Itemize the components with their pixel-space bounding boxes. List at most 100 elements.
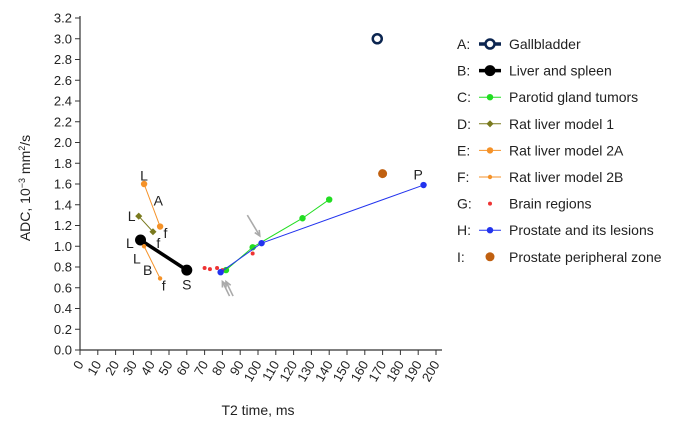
legend-key: C: — [457, 89, 471, 105]
legend: A: Gallbladder B: Liver and spleen C: Parotid… — [457, 36, 662, 265]
data-point — [485, 252, 495, 262]
data-point — [135, 212, 143, 220]
annotation-label: f — [163, 225, 167, 241]
y-tick-label: 0.4 — [54, 301, 72, 316]
data-point — [217, 268, 224, 276]
y-tick-label: 0.0 — [54, 343, 72, 358]
data-point — [149, 228, 157, 236]
y-tick-label: 2.2 — [54, 114, 72, 129]
legend-entry: C: Parotid gland tumors — [457, 89, 638, 105]
legend-entry: F: Rat liver model 2B — [457, 169, 623, 185]
series-rat-liver-model-2b — [141, 244, 163, 281]
y-tick-label: 2.0 — [54, 135, 72, 150]
data-point — [378, 169, 388, 179]
annotation-label: L — [140, 168, 148, 184]
data-point — [156, 223, 164, 230]
data-point — [487, 174, 493, 180]
data-point — [215, 266, 220, 271]
legend-key: G: — [457, 196, 472, 212]
series-rat-liver-model-2a — [140, 180, 164, 230]
y-tick-label: 1.2 — [54, 218, 72, 233]
x-tick-label: 70 — [191, 358, 211, 378]
legend-key: E: — [457, 142, 470, 158]
annotation-label: S — [182, 277, 191, 293]
legend-key: B: — [457, 63, 470, 79]
data-point — [371, 33, 384, 45]
y-label-part: ADC, 10 — [17, 188, 33, 241]
y-tick-label: 2.8 — [54, 52, 72, 67]
data-point — [181, 264, 193, 276]
data-point — [486, 147, 494, 154]
legend-key: H: — [457, 222, 471, 238]
x-tick-label: 200 — [419, 358, 443, 384]
data-point — [141, 244, 147, 249]
legend-label: Parotid gland tumors — [509, 89, 638, 105]
data-point — [488, 201, 492, 206]
data-point — [135, 234, 147, 246]
y-tick-label: 0.6 — [54, 280, 72, 295]
data-point — [486, 227, 494, 234]
annotation-label: f — [162, 278, 166, 294]
axes: 0.0 0.2 0.4 0.6 0.8 1.0 1.2 1.4 1.6 1.8 2.0 2.2 2.4 2… — [54, 11, 443, 385]
legend-key: F: — [457, 169, 469, 185]
y-tick-label: 3.2 — [54, 11, 72, 26]
y-label-part: mm — [17, 151, 33, 178]
legend-entry: A: Gallbladder — [457, 36, 581, 52]
data-point — [326, 196, 333, 203]
series-parotid-gland-tumors — [222, 196, 333, 274]
series-line — [138, 215, 154, 233]
annotation-label: A — [154, 193, 164, 209]
y-tick-label: 0.2 — [54, 322, 72, 337]
arrow — [221, 279, 231, 297]
annotation-label: L — [126, 235, 134, 251]
y-label-part: /s — [17, 135, 33, 146]
data-point — [258, 239, 265, 247]
legend-entry: E: Rat liver model 2A — [457, 142, 624, 158]
legend-label: Rat liver model 2B — [509, 169, 623, 185]
legend-entry: B: Liver and spleen — [457, 63, 612, 79]
series-prostate-peripheral-zone — [378, 169, 388, 179]
y-tick-label: 2.4 — [54, 94, 72, 109]
data-point — [484, 38, 496, 50]
y-tick-label: 1.8 — [54, 156, 72, 171]
x-tick-label: 30 — [120, 358, 140, 378]
y-tick-label: 1.4 — [54, 197, 72, 212]
y-tick-label: 2.6 — [54, 73, 72, 88]
y-tick-label: 1.0 — [54, 239, 72, 254]
data-point — [420, 181, 427, 189]
legend-label: Prostate and its lesions — [509, 222, 654, 238]
x-tick-label: 80 — [209, 358, 229, 378]
y-tick-label: 0.8 — [54, 260, 72, 275]
x-tick-label: 50 — [155, 358, 175, 378]
series-line — [143, 183, 161, 227]
legend-key: D: — [457, 116, 471, 132]
y-label-superscript: 2 — [17, 146, 27, 151]
series-line — [225, 199, 330, 271]
legend-entry: I: Prostate peripheral zone — [457, 249, 662, 265]
y-label-superscript: −3 — [17, 178, 27, 188]
data-point — [250, 251, 255, 256]
legend-entry: H: Prostate and its lesions — [457, 222, 654, 238]
x-tick-label: 60 — [173, 358, 193, 378]
data-point — [299, 215, 306, 222]
data-point — [207, 267, 212, 272]
series-line — [139, 238, 188, 272]
y-tick-label: 3.0 — [54, 31, 72, 46]
x-axis-label: T2 time, ms — [221, 402, 294, 418]
legend-entry: D: Rat liver model 1 — [457, 116, 614, 132]
data-point — [202, 266, 207, 271]
x-tick-label: 90 — [227, 358, 247, 378]
arrow-shaft — [246, 214, 261, 237]
arrow — [225, 279, 234, 297]
series-brain-regions — [202, 251, 255, 273]
annotation-label: L — [128, 208, 136, 224]
series-prostate-and-its-lesions — [217, 181, 427, 276]
legend-key: A: — [457, 36, 470, 52]
series-line — [143, 246, 161, 279]
arrow-head — [221, 279, 228, 288]
legend-label: Brain regions — [509, 196, 592, 212]
annotation-label: f — [156, 235, 160, 251]
x-tick-label: 10 — [84, 358, 104, 378]
data-point — [157, 276, 163, 281]
